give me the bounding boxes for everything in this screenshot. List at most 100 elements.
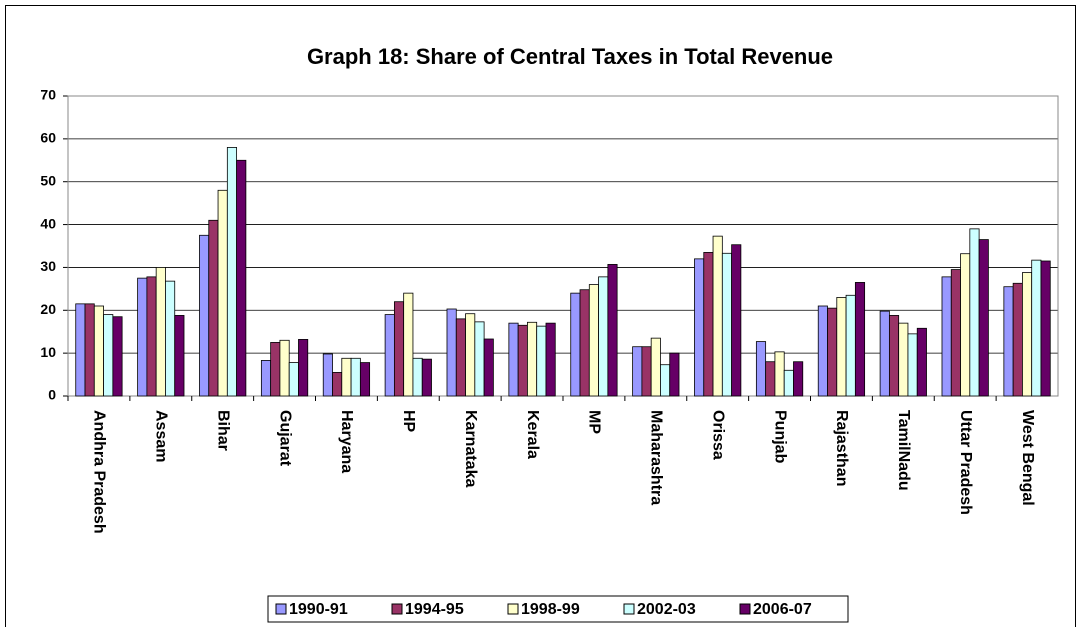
bar [731,244,742,397]
bar [641,346,652,397]
bar [703,252,714,397]
bar [93,305,104,397]
bar [888,315,900,397]
legend-swatch [623,603,635,615]
bar [950,269,961,397]
bar [421,358,432,397]
bar [298,339,309,397]
legend-swatch [391,603,403,615]
bar [570,292,581,397]
bar [393,301,405,397]
x-tick-label: Karnataka [462,410,479,487]
bar [508,322,519,397]
bar [969,228,980,397]
bar [774,351,785,397]
bar [483,338,494,397]
bar [827,307,838,397]
bar [384,314,395,397]
bar [75,303,86,397]
chart-title: Graph 18: Share of Central Taxes in Tota… [307,44,833,69]
bar [112,316,123,397]
bar [588,284,599,397]
bar [607,264,618,397]
bar [836,297,847,397]
x-tick-label: Bihar [214,410,231,451]
bar [288,362,299,397]
bar [650,337,661,397]
legend-label: 1998-99 [521,601,580,618]
y-tick-label: 50 [40,172,56,188]
bar [517,324,528,397]
bar [545,322,556,397]
bar [350,357,361,397]
x-tick-label: Maharashtra [648,410,665,505]
bar [721,252,733,397]
bar [898,322,909,397]
bar [978,239,989,397]
legend-swatch [739,603,751,615]
bar [1003,286,1014,397]
bar [474,321,485,397]
y-tick-label: 0 [48,387,56,403]
bar [165,280,176,397]
bar [694,258,705,397]
bar [155,267,166,397]
bar [755,341,767,397]
bar [199,234,210,397]
bar [1031,259,1042,397]
bar [174,315,185,397]
x-tick-label: Kerala [524,410,541,459]
bar [226,147,238,397]
legend-swatch [275,603,287,615]
x-tick-label: Orissa [709,410,726,460]
bar [660,364,671,397]
bar [793,361,804,397]
bar [598,276,609,397]
x-tick-label: TamilNadu [895,410,912,491]
bar [783,369,794,397]
legend-swatch [507,603,519,615]
bar [817,305,828,397]
x-tick-label: Gujarat [276,410,293,467]
y-tick-label: 20 [40,301,56,317]
y-tick-label: 40 [40,215,56,231]
bar [1022,272,1033,397]
bar [465,313,476,397]
bar [455,318,466,397]
bar [341,357,352,397]
x-tick-label: Assam [153,410,170,462]
bar [960,253,971,397]
x-tick-label: Rajasthan [833,410,850,486]
bar [322,353,333,397]
bar [270,342,281,397]
bar [527,321,538,397]
bar [1012,282,1023,397]
legend-label: 1990-91 [289,601,348,618]
bar [446,308,457,397]
bar [236,159,247,397]
bar [765,361,776,397]
legend-box [267,595,849,623]
bar [536,325,547,397]
bar [208,219,219,397]
x-tick-label: Andhra Pradesh [91,410,108,534]
bar [137,277,148,397]
bar [845,294,856,397]
bar [260,360,272,397]
bar [403,292,414,397]
x-tick-label: HP [400,410,417,433]
x-tick-label: Uttar Pradesh [957,410,974,515]
y-tick-label: 60 [40,130,56,146]
bar [146,276,157,397]
bar [916,327,927,397]
bar [279,339,290,397]
bar [712,235,723,397]
bar [941,276,952,397]
x-tick-label: MP [586,410,603,434]
y-tick-label: 10 [40,344,56,360]
x-tick-label: Punjab [771,410,788,464]
bar [332,372,343,397]
bar [217,189,228,397]
bar [84,303,95,397]
